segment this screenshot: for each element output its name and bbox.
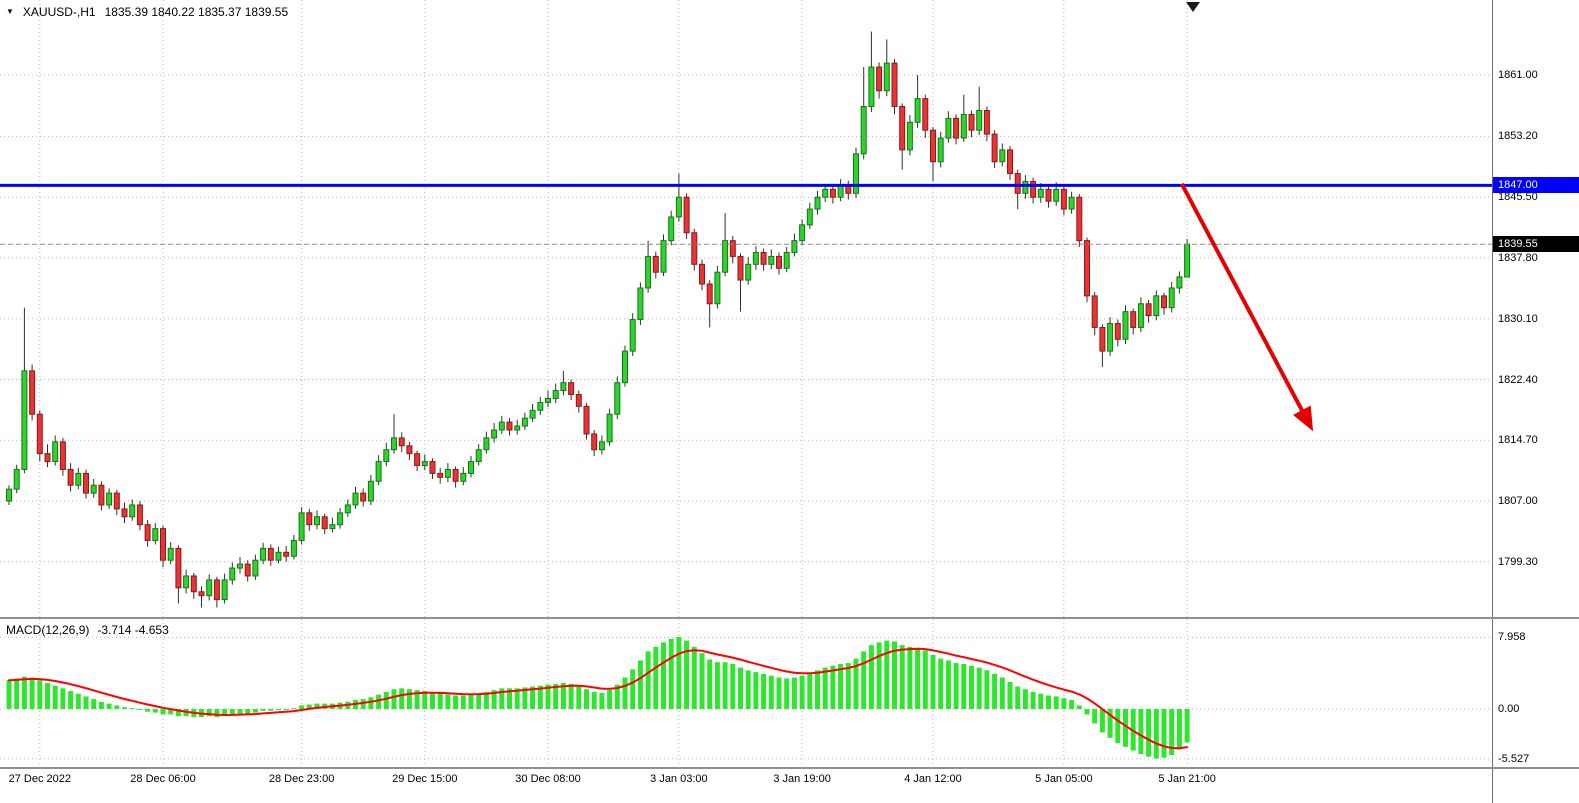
- macd-tick-label: -5.527: [1498, 752, 1530, 765]
- price-tick-label: 1837.80: [1498, 252, 1538, 264]
- hline-price-tag: 1847.00: [1493, 177, 1579, 194]
- price-tick-label: 1814.70: [1498, 434, 1538, 447]
- price-axis[interactable]: 1861.00 1853.20 1845.50 1837.80 1830.10 1822.…: [1492, 0, 1579, 803]
- time-tick-label: 30 Dec 08:00: [515, 773, 581, 785]
- macd-histogram: [6, 637, 1190, 759]
- macd-panel[interactable]: [0, 619, 1492, 767]
- time-tick-label: 28 Dec 06:00: [130, 773, 196, 785]
- time-axis[interactable]: 27 Dec 2022 28 Dec 06:00 28 Dec 23:00 29 De…: [0, 769, 1579, 803]
- main-chart-canvas[interactable]: [0, 0, 1492, 617]
- symbol-ohlc-label: ▼ XAUUSD-,H1 1835.39 1840.22 1835.37 183…: [6, 5, 288, 19]
- chart-shift-marker-icon[interactable]: [1186, 2, 1200, 12]
- price-tick-label: 1807.00: [1498, 495, 1538, 508]
- symbol-marker-icon: ▼: [6, 7, 14, 16]
- macd-tick-label: 7.958: [1498, 631, 1526, 644]
- time-tick-label: 3 Jan 19:00: [773, 773, 831, 785]
- panel-separator[interactable]: [0, 617, 1579, 619]
- price-tick-label: 1845.50: [1498, 191, 1538, 204]
- price-tick-label: 1799.30: [1498, 555, 1538, 568]
- price-tick-label: 1861.00: [1498, 68, 1538, 81]
- time-tick-label: 27 Dec 2022: [8, 773, 71, 785]
- time-tick-label: 4 Jan 12:00: [904, 773, 962, 785]
- macd-values-text: -3.714 -4.653: [97, 623, 169, 637]
- time-axis-separator[interactable]: [0, 767, 1579, 769]
- ohlc-values-text: 1835.39 1840.22 1835.37 1839.55: [104, 5, 289, 19]
- time-tick-label: 29 Dec 15:00: [392, 773, 458, 785]
- time-tick-label: 5 Jan 05:00: [1035, 773, 1093, 785]
- macd-canvas[interactable]: [0, 619, 1492, 767]
- candles-layer: [6, 31, 1191, 608]
- time-tick-label: 28 Dec 23:00: [268, 773, 335, 785]
- trend-arrow[interactable]: [1179, 182, 1314, 432]
- price-tick-label: 1830.10: [1498, 312, 1538, 325]
- macd-tick-label: 0.00: [1498, 703, 1520, 716]
- price-tick-label: 1822.40: [1498, 373, 1538, 386]
- macd-indicator-label: MACD(12,26,9) -3.714 -4.653: [6, 623, 169, 637]
- price-tick-label: 1853.20: [1498, 130, 1538, 143]
- symbol-period-text: XAUUSD-,H1: [22, 5, 96, 19]
- time-tick-label: 5 Jan 21:00: [1158, 773, 1216, 785]
- macd-signal-line: [8, 647, 1189, 750]
- macd-title-text: MACD(12,26,9): [6, 623, 90, 637]
- bid-price-tag: 1839.55: [1493, 236, 1579, 253]
- time-tick-label: 3 Jan 03:00: [650, 773, 708, 785]
- main-chart-panel[interactable]: [0, 0, 1492, 617]
